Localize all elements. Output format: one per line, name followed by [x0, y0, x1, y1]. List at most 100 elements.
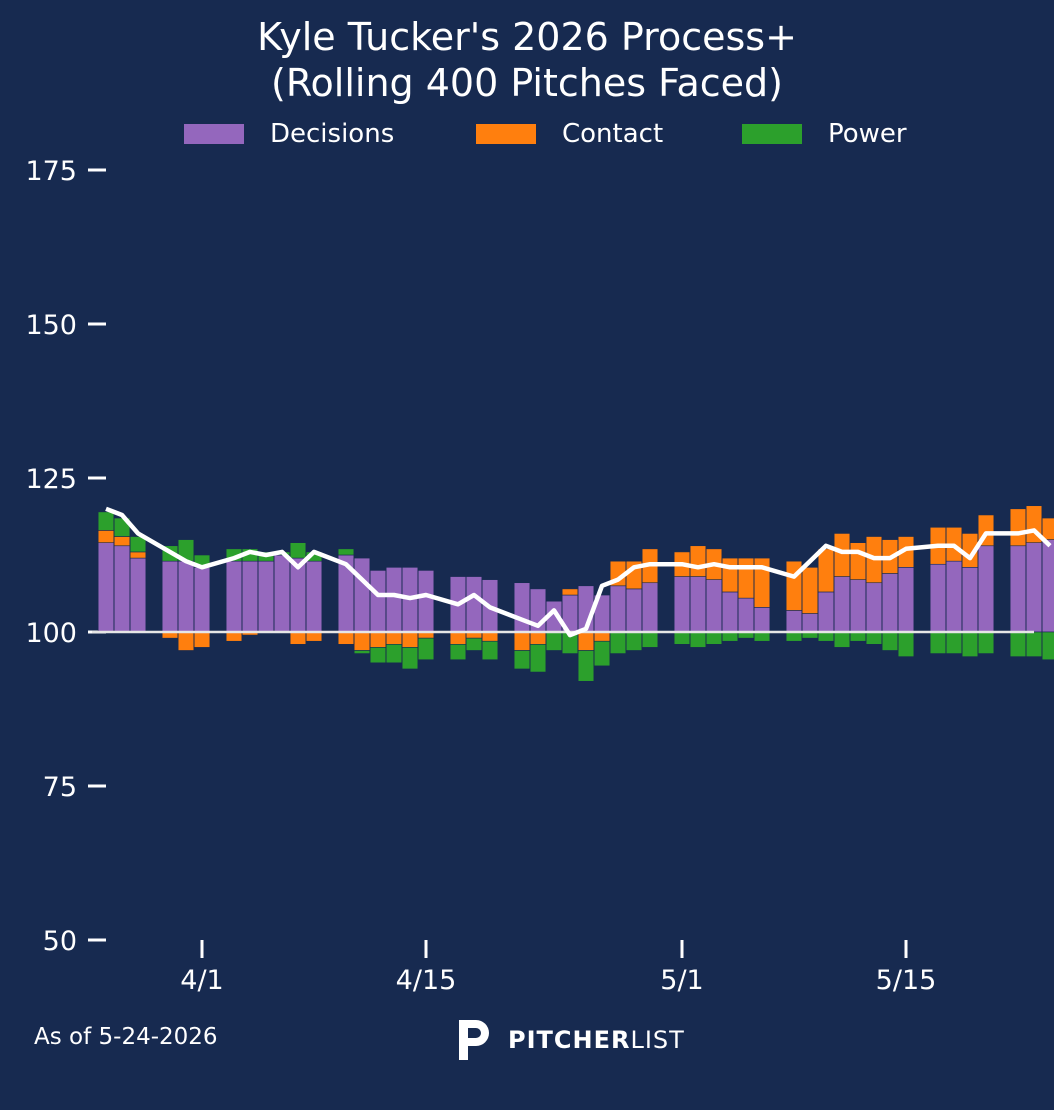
pitcherlist-logo-icon	[459, 1020, 489, 1060]
bar-decisions-4-13	[385, 567, 403, 633]
bar-decisions-4-8	[305, 560, 323, 633]
bar-contact-4-13	[385, 631, 403, 645]
bar-contact-5-22	[1009, 508, 1027, 547]
bar-power-4-15	[417, 637, 435, 661]
bar-decisions-5-23	[1025, 542, 1043, 633]
bar-power-5-10	[817, 631, 835, 642]
bar-contact-4-26	[593, 631, 611, 642]
legend-item-contact: Contact	[476, 118, 663, 150]
bar-decisions-4-3	[225, 560, 243, 633]
bar-contact-4-7	[289, 631, 307, 645]
bar-power-5-14	[881, 631, 899, 651]
bar-contact-4-24	[561, 588, 579, 596]
bar-power-5-23	[1025, 631, 1043, 657]
bar-power-5-22	[1009, 631, 1027, 657]
bar-decisions-4-21	[513, 582, 531, 633]
bar-contact-5-10	[817, 548, 835, 593]
logo-text-light: LIST	[630, 1026, 685, 1054]
pitcherlist-logo: PITCHERLIST	[456, 1018, 685, 1062]
bar-contact-4-1	[193, 631, 211, 648]
bar-decisions-5-20	[977, 545, 995, 633]
bar-power-5-20	[977, 631, 995, 654]
bar-power-4-21	[513, 650, 531, 670]
y-tick-label-150: 150	[25, 310, 77, 341]
bar-power-4-28	[625, 631, 643, 651]
bar-contact-5-11	[833, 533, 851, 577]
bar-power-5-24	[1041, 631, 1054, 661]
bar-decisions-4-5	[257, 560, 275, 633]
y-tick-label-175: 175	[25, 156, 77, 187]
process-plus-line	[105, 506, 1052, 638]
bar-contact-4-25	[577, 631, 595, 651]
legend-swatch-decisions	[184, 124, 244, 144]
legend-item-power: Power	[742, 118, 907, 150]
bar-decisions-3-30	[161, 560, 179, 633]
bar-power-4-23	[545, 631, 563, 651]
bar-power-4-22	[529, 644, 547, 673]
bar-power-4-12	[369, 647, 387, 664]
bar-power-4-17	[449, 644, 467, 661]
bar-decisions-3-28	[129, 557, 147, 633]
bar-contact-4-3	[225, 631, 243, 642]
bar-contact-4-14	[401, 631, 419, 648]
bar-power-4-11	[353, 650, 371, 654]
bar-decisions-4-29	[641, 582, 659, 633]
bar-contact-4-19	[481, 631, 499, 642]
bar-decisions-5-24	[1041, 539, 1054, 633]
bar-decisions-3-31	[177, 560, 195, 633]
bar-decisions-4-6	[273, 554, 291, 633]
bar-decisions-5-1	[673, 576, 691, 633]
bar-contact-3-26	[97, 530, 115, 543]
bar-power-5-3	[705, 631, 723, 645]
bar-decisions-5-9	[801, 613, 819, 633]
y-tick-label-100: 100	[25, 618, 77, 649]
y-tick-label-75: 75	[43, 772, 77, 803]
bar-decisions-5-2	[689, 576, 707, 633]
bar-decisions-5-12	[849, 579, 867, 633]
legend-label-power: Power	[828, 119, 907, 149]
bar-power-5-8	[785, 631, 803, 642]
chart-title: Kyle Tucker's 2026 Process+	[257, 15, 797, 59]
bar-decisions-5-17	[929, 563, 947, 633]
bar-power-4-10	[337, 548, 355, 556]
bar-power-5-18	[945, 631, 963, 654]
bar-decisions-5-6	[753, 607, 771, 633]
pitcherlist-wordmark: PITCHERLIST	[508, 1026, 685, 1054]
bar-power-4-7	[289, 542, 307, 559]
bar-power-5-13	[865, 631, 883, 645]
bar-power-4-27	[609, 631, 627, 654]
legend-swatch-contact	[476, 124, 536, 144]
bar-contact-4-22	[529, 631, 547, 645]
legend-label-contact: Contact	[562, 119, 664, 149]
bar-power-4-29	[641, 631, 659, 648]
bar-power-5-19	[961, 631, 979, 657]
x-tick-label-4-15: 4/15	[396, 965, 457, 996]
bar-contact-5-24	[1041, 517, 1054, 540]
x-tick-label-4-1: 4/1	[180, 965, 223, 996]
bar-power-4-13	[385, 644, 403, 664]
bar-power-4-25	[577, 650, 595, 682]
bar-contact-5-9	[801, 567, 819, 614]
bar-contact-4-10	[337, 631, 355, 645]
bar-power-4-18	[465, 637, 483, 651]
bar-power-5-1	[673, 631, 691, 645]
y-tick-label-50: 50	[43, 926, 77, 957]
bar-contact-5-2	[689, 545, 707, 577]
bar-decisions-5-10	[817, 591, 835, 633]
bar-decisions-4-12	[369, 570, 387, 633]
as-of-date: As of 5-24-2026	[34, 1024, 218, 1050]
bar-decisions-5-5	[737, 597, 755, 633]
bar-decisions-4-18	[465, 576, 483, 633]
y-tick-label-125: 125	[25, 464, 77, 495]
process-plus-chart: 50 75 100 125 150 175 4/1 4/15 5/1 5/15	[25, 156, 1054, 996]
bar-contact-4-17	[449, 631, 467, 645]
bar-contact-4-11	[353, 631, 371, 651]
bar-power-3-28	[129, 536, 147, 553]
bar-power-5-15	[897, 631, 915, 657]
bar-contact-3-31	[177, 631, 195, 651]
bar-power-5-12	[849, 631, 867, 642]
bar-power-3-26	[97, 511, 115, 531]
bar-decisions-3-27	[113, 545, 131, 633]
bar-contact-5-4	[721, 557, 739, 593]
bar-contact-5-5	[737, 557, 755, 599]
